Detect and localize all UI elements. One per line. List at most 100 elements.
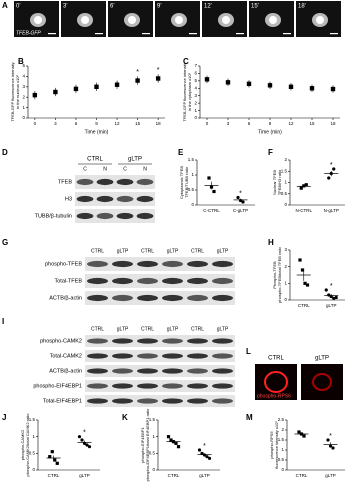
nucleus bbox=[222, 16, 230, 24]
point bbox=[332, 167, 336, 171]
panel-letter: F bbox=[268, 148, 273, 157]
band bbox=[137, 383, 158, 389]
band bbox=[187, 398, 208, 404]
y-tick-label: 0.5 bbox=[188, 187, 195, 192]
band bbox=[212, 353, 233, 359]
band bbox=[112, 294, 133, 302]
y-axis-label: TFEB-GFP fluorescence intensity bbox=[10, 62, 15, 121]
point bbox=[212, 189, 216, 194]
blot-strip bbox=[85, 257, 235, 271]
y-tick-label: 1.5 bbox=[281, 168, 288, 173]
scale-bar bbox=[236, 33, 244, 35]
cell bbox=[312, 373, 332, 391]
point bbox=[297, 430, 301, 434]
y-tick-label: 4 bbox=[22, 74, 25, 79]
x-tick-label: gLTP bbox=[326, 303, 336, 308]
y-tick-label: 1 bbox=[32, 434, 35, 439]
point bbox=[53, 458, 57, 462]
band bbox=[137, 294, 158, 302]
panel-letter: B bbox=[18, 57, 24, 66]
panel-letter: K bbox=[122, 413, 128, 422]
point bbox=[326, 438, 330, 442]
row-label: ACTB/β-actin bbox=[49, 295, 82, 301]
lane-label: N bbox=[103, 166, 107, 172]
lane-label: CTRL bbox=[191, 326, 204, 332]
nucleus bbox=[34, 16, 42, 24]
point bbox=[80, 438, 84, 442]
point bbox=[225, 80, 231, 85]
y-tick-label: 2.5 bbox=[278, 417, 285, 422]
panel-letter: J bbox=[2, 413, 6, 422]
point bbox=[334, 295, 338, 300]
nucleus bbox=[316, 16, 324, 24]
x-tick-label: CTRL bbox=[48, 473, 60, 478]
band bbox=[112, 260, 133, 268]
band bbox=[187, 338, 208, 344]
band bbox=[162, 398, 183, 404]
point bbox=[94, 84, 99, 89]
x-tick-label: 15 bbox=[309, 121, 315, 126]
point bbox=[331, 446, 335, 450]
point bbox=[73, 86, 79, 92]
band bbox=[137, 353, 158, 359]
time-label: 9' bbox=[157, 4, 161, 10]
y-tick-label: 1.5 bbox=[149, 417, 156, 422]
y-axis-label: phospho-EIF4EBP1/total EIF4EBP1 ratio bbox=[145, 408, 150, 481]
y-axis-label: phospho-RPS6 bbox=[269, 431, 274, 459]
micrograph bbox=[255, 364, 297, 400]
point bbox=[48, 455, 52, 459]
row-label: phospho-CAMK2 bbox=[40, 338, 82, 344]
x-axis-label: Time (min) bbox=[258, 129, 282, 135]
band bbox=[162, 260, 183, 268]
band bbox=[87, 260, 108, 268]
point bbox=[114, 82, 120, 87]
band bbox=[76, 195, 94, 203]
x-tick-label: 18 bbox=[330, 121, 336, 126]
point bbox=[77, 435, 82, 439]
x-tick-label: 0 bbox=[34, 121, 37, 126]
lane-label: gLTP bbox=[167, 248, 179, 254]
band bbox=[96, 195, 114, 203]
x-tick-label: 6 bbox=[248, 121, 251, 126]
band bbox=[76, 212, 94, 220]
band bbox=[162, 277, 183, 285]
y-axis-label: fluorescence intensity x10³ bbox=[274, 421, 279, 469]
band bbox=[87, 338, 108, 344]
point bbox=[204, 77, 210, 82]
point bbox=[241, 200, 245, 204]
point bbox=[169, 438, 173, 442]
point bbox=[166, 435, 171, 439]
band bbox=[162, 294, 183, 302]
y-tick-label: 1 bbox=[194, 108, 197, 113]
lane-label: CTRL bbox=[91, 248, 104, 254]
significance: * bbox=[330, 283, 333, 290]
y-tick-label: 2 bbox=[22, 94, 25, 99]
point bbox=[207, 176, 211, 180]
band bbox=[187, 368, 208, 374]
y-axis-label: in the cytoplasm x10³ bbox=[187, 72, 192, 110]
row-label: ACTB/β-actin bbox=[49, 368, 82, 374]
y-tick-label: 1.5 bbox=[29, 417, 36, 422]
y-axis-label: phospho-CAMK2 bbox=[20, 429, 25, 460]
band bbox=[212, 368, 233, 374]
blot-strip bbox=[85, 291, 235, 305]
x-tick-label: C-gLTP bbox=[233, 208, 248, 213]
panel-letter: A bbox=[2, 1, 8, 10]
y-tick-label: 0 bbox=[194, 115, 197, 120]
y-tick-label: 6 bbox=[194, 71, 197, 76]
point bbox=[246, 81, 252, 87]
point bbox=[32, 92, 38, 98]
band bbox=[162, 353, 183, 359]
panel-letter: E bbox=[178, 148, 184, 157]
point bbox=[155, 76, 161, 81]
band bbox=[187, 260, 208, 268]
band bbox=[137, 398, 158, 404]
point bbox=[55, 461, 59, 465]
group-label: CTRL bbox=[87, 157, 103, 163]
band bbox=[187, 277, 208, 285]
significance: * bbox=[83, 430, 86, 437]
x-tick-label: 9 bbox=[95, 121, 98, 126]
band bbox=[137, 338, 158, 344]
y-axis-label: Cytoplasmic TFEB bbox=[179, 166, 184, 199]
scale-bar bbox=[330, 33, 338, 35]
